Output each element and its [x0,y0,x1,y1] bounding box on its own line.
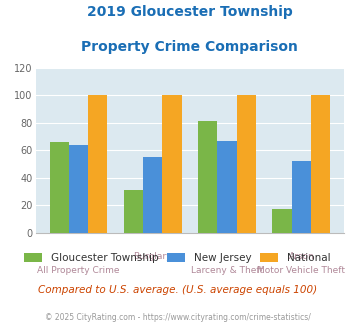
Text: Property Crime Comparison: Property Crime Comparison [82,40,298,54]
Bar [124,190,143,233]
Text: Motor Vehicle Theft: Motor Vehicle Theft [257,266,345,275]
Bar [292,161,311,233]
Bar [69,145,88,233]
Text: Arson: Arson [289,252,314,261]
Text: © 2025 CityRating.com - https://www.cityrating.com/crime-statistics/: © 2025 CityRating.com - https://www.city… [45,313,310,322]
Text: All Property Crime: All Property Crime [37,266,120,275]
Text: 2019 Gloucester Township: 2019 Gloucester Township [87,5,293,19]
Bar [163,95,182,233]
Text: Burglary: Burglary [133,252,172,261]
Text: Larceny & Theft: Larceny & Theft [191,266,263,275]
Bar [88,95,108,233]
Bar [143,157,163,233]
Bar [272,209,292,233]
Bar [237,95,256,233]
Bar [217,141,237,233]
Text: Compared to U.S. average. (U.S. average equals 100): Compared to U.S. average. (U.S. average … [38,285,317,295]
Bar [198,121,217,233]
Bar [50,142,69,233]
Bar [311,95,330,233]
Legend: Gloucester Township, New Jersey, National: Gloucester Township, New Jersey, Nationa… [20,248,334,267]
